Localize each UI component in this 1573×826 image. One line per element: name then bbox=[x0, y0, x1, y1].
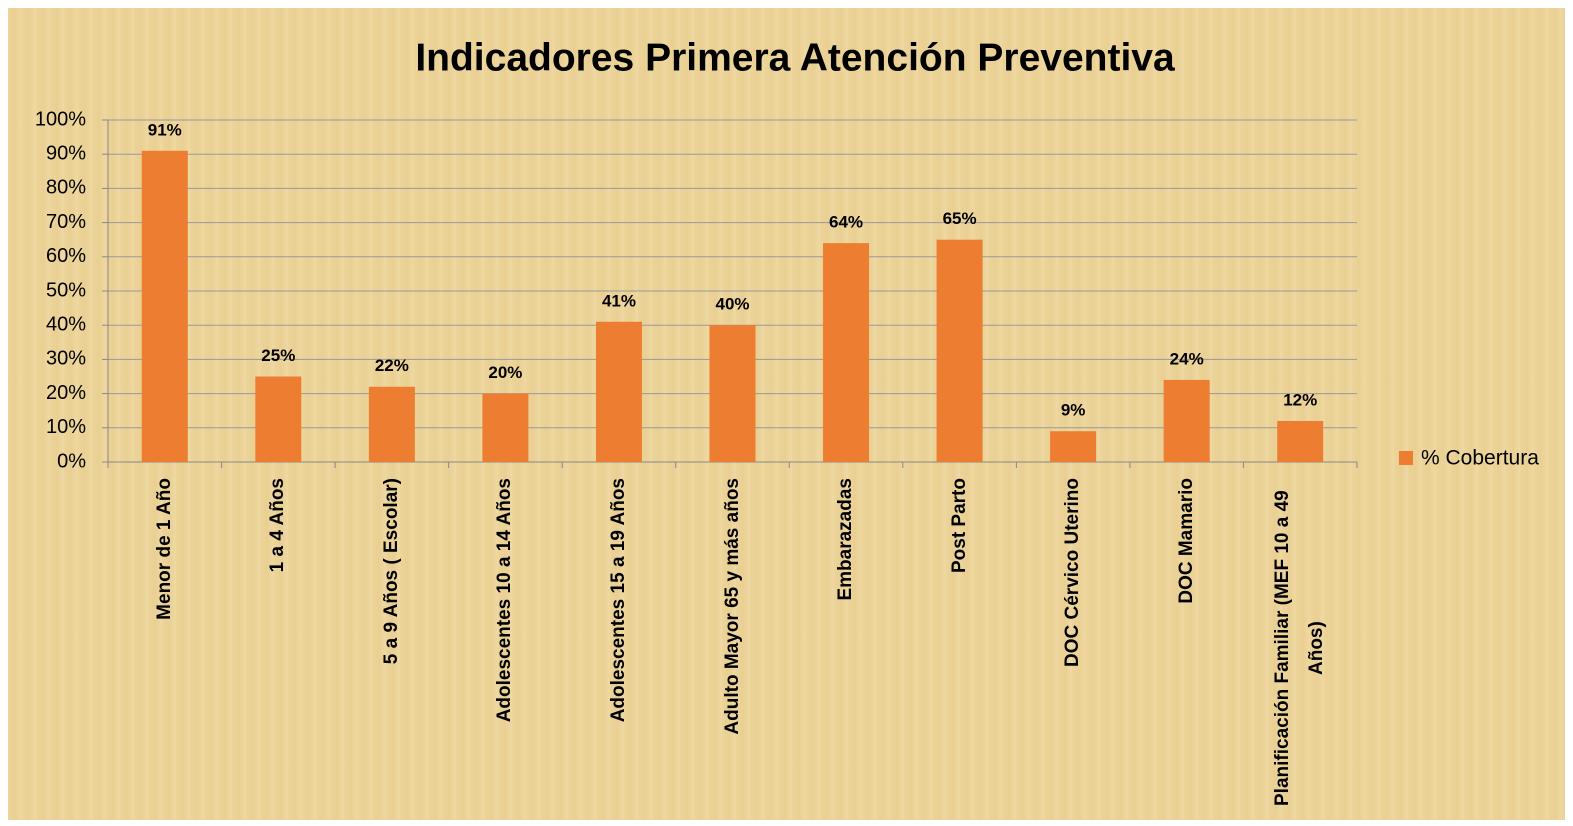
x-tick-label: Planificación Familiar (MEF 10 a 49 Años… bbox=[1272, 490, 1328, 806]
bar bbox=[709, 325, 756, 462]
data-label: 22% bbox=[375, 356, 409, 375]
y-tick-label: 70% bbox=[46, 211, 86, 233]
legend-label: % Cobertura bbox=[1421, 447, 1539, 470]
y-tick-label: 50% bbox=[46, 279, 86, 301]
data-label: 20% bbox=[488, 363, 522, 382]
bar bbox=[255, 376, 302, 462]
bar bbox=[595, 321, 642, 462]
x-tick-label: 1 a 4 Años bbox=[267, 478, 289, 573]
data-label: 25% bbox=[261, 346, 295, 365]
bar bbox=[1277, 420, 1324, 462]
y-tick-label: 0% bbox=[57, 450, 86, 472]
data-label: 91% bbox=[148, 120, 182, 139]
x-tick-label: 5 a 9 Años ( Escolar) bbox=[380, 478, 402, 665]
data-label: 24% bbox=[1170, 349, 1204, 368]
data-label: 41% bbox=[602, 291, 636, 310]
y-tick-label: 30% bbox=[46, 348, 86, 370]
y-tick-label: 20% bbox=[46, 382, 86, 404]
legend-swatch bbox=[1399, 451, 1413, 465]
x-tick-label: Post Parto bbox=[948, 478, 970, 574]
y-tick-label: 100% bbox=[35, 108, 86, 130]
x-tick-label: Menor de 1 Año bbox=[153, 478, 175, 620]
data-label: 64% bbox=[829, 213, 863, 232]
data-label: 12% bbox=[1283, 390, 1317, 409]
y-tick-label: 40% bbox=[46, 313, 86, 335]
y-tick-label: 90% bbox=[46, 142, 86, 164]
x-tick-label: DOC Mamario bbox=[1175, 478, 1197, 604]
y-tick-label: 80% bbox=[46, 177, 86, 199]
x-tick-label: DOC Cérvico Uterino bbox=[1062, 478, 1084, 667]
chart-title: Indicadores Primera Atención Preventiva bbox=[415, 36, 1175, 79]
x-tick-label: Adulto Mayor 65 y más años bbox=[721, 478, 743, 735]
bar bbox=[368, 386, 415, 462]
x-tick-label: Adolescentes 15 a 19 Años bbox=[607, 478, 629, 723]
data-label: 65% bbox=[943, 209, 977, 228]
background bbox=[8, 8, 1565, 820]
y-tick-label: 10% bbox=[46, 416, 86, 438]
bar bbox=[823, 243, 870, 462]
bar bbox=[1163, 379, 1210, 462]
bar bbox=[1050, 431, 1097, 462]
data-label: 40% bbox=[715, 295, 749, 314]
data-label: 9% bbox=[1061, 401, 1086, 420]
x-tick-label: Adolescentes 10 a 14 Años bbox=[494, 478, 516, 723]
y-tick-label: 60% bbox=[46, 245, 86, 267]
bar bbox=[936, 239, 983, 462]
bar bbox=[141, 150, 188, 462]
bar bbox=[482, 393, 529, 462]
x-tick-label: Embarazadas bbox=[835, 478, 857, 601]
